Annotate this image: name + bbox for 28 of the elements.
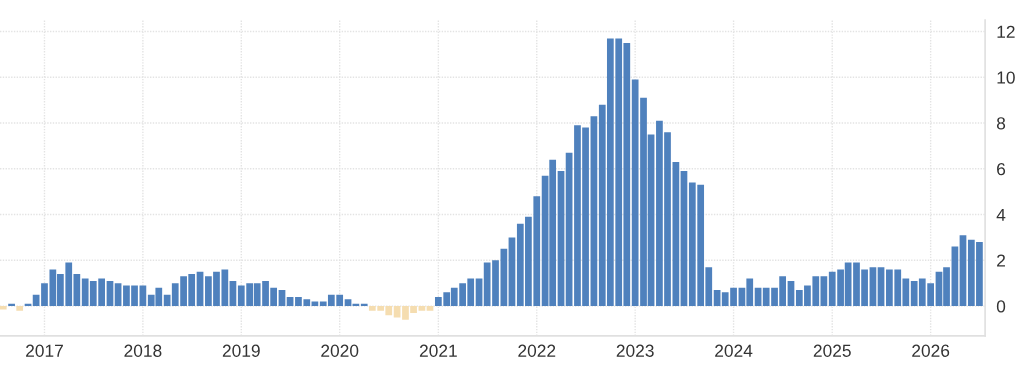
bar <box>311 301 319 307</box>
x-tick-label: 2021 <box>419 344 457 357</box>
y-tick-label: 2 <box>997 254 1005 267</box>
y-tick-label: 6 <box>997 162 1006 176</box>
bar <box>16 306 24 311</box>
bar <box>393 306 401 318</box>
x-tick-label: 2019 <box>222 344 260 357</box>
x-tick-label: 2023 <box>616 344 654 357</box>
bar <box>418 306 426 311</box>
y-tick-label: 10 <box>997 71 1015 84</box>
x-tick-label: 2017 <box>26 344 63 357</box>
x-tick-label: 2026 <box>912 344 950 357</box>
y-tick-label: 12 <box>997 25 1015 38</box>
bar <box>139 285 147 307</box>
x-tick-label: 2025 <box>813 344 851 357</box>
x-tick-label: 2022 <box>518 344 556 357</box>
bar <box>360 303 368 307</box>
bar <box>0 306 7 310</box>
x-tick-label: 2018 <box>124 344 162 357</box>
x-tick-label: 2024 <box>715 344 753 357</box>
y-tick-label: 4 <box>996 208 1006 221</box>
bar <box>426 306 434 311</box>
y-tick-label: 8 <box>996 117 1006 130</box>
bar <box>114 283 122 307</box>
y-tick-label: 0 <box>996 300 1006 313</box>
bar <box>820 276 828 307</box>
bar <box>8 303 15 307</box>
x-tick-label: 2020 <box>321 344 359 357</box>
